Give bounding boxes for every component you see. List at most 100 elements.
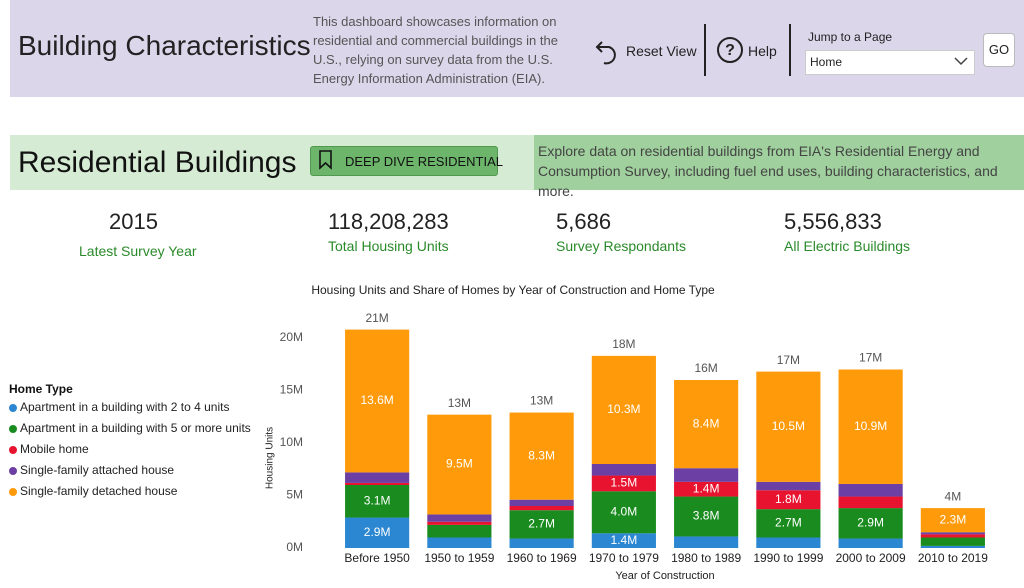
total-label: 21M [365,311,388,325]
bar-segment [427,521,492,525]
go-button[interactable]: GO [983,33,1015,67]
legend-swatch [9,467,17,475]
x-tick-label: 1990 to 1999 [753,551,823,565]
legend-label: Single-family attached house [20,463,174,477]
bar-segment [427,514,492,522]
data-label: 8.3M [528,448,555,462]
bar-segment [345,485,410,518]
bar-segment [674,496,739,537]
x-tick-label: 1950 to 1959 [424,551,494,565]
bar-segment [345,517,410,548]
x-tick-label: Before 1950 [344,551,410,565]
bar-segment [838,508,903,539]
kpi-value: 118,208,283 [328,209,449,234]
y-tick-label: 10M [280,435,303,449]
bar-segment [920,532,985,535]
data-label: 9.5M [446,457,473,471]
page-title: Building Characteristics [18,30,311,61]
x-tick-label: 2000 to 2009 [836,551,906,565]
section-info-band [534,135,1024,190]
bar-segment [674,536,739,548]
data-label: 1.5M [611,476,638,490]
kpi-label: All Electric Buildings [784,238,911,254]
x-tick-label: 1960 to 1969 [507,551,577,565]
kpi-label: Latest Survey Year [79,243,197,259]
data-label: 2.3M [940,512,967,526]
reset-icon[interactable] [594,36,624,66]
bar-segment [920,537,985,546]
data-label: 2.7M [528,517,555,531]
y-tick-label: 20M [280,330,303,344]
chart: Housing Units and Share of Homes by Year… [9,283,988,582]
data-label: 10.3M [607,402,640,416]
bar-segment [756,537,821,548]
data-label: 2.7M [775,515,802,529]
bar-segment [920,508,985,533]
data-label: 4.0M [611,504,638,518]
x-axis-label: Year of Construction [615,570,714,582]
y-axis-label: Housing Units [265,427,276,489]
data-label: 8.4M [693,416,720,430]
bar-segment [509,538,574,548]
bar-segment [345,482,410,485]
bar-segment [345,472,410,483]
help-icon[interactable]: ? [716,36,746,66]
bar-segment [345,329,410,473]
bar-segment [591,491,656,534]
x-tick-label: 1980 to 1989 [671,551,741,565]
bar-segment [509,412,574,500]
legend-label: Apartment in a building with 2 to 4 unit… [20,400,229,414]
bar-segment [674,468,739,482]
chart-title: Housing Units and Share of Homes by Year… [311,283,715,297]
deep-dive-button[interactable] [310,146,498,176]
bar-segment [427,414,492,515]
bar-segment [591,475,656,492]
bar-segment [756,490,821,510]
section-description: Explore data on residential buildings fr… [538,143,998,199]
data-label: 1.4M [693,481,720,495]
y-tick-label: 0M [286,540,303,554]
legend-label: Single-family detached house [20,484,178,498]
bar-segment [509,506,574,511]
bar-segment [756,371,821,482]
x-tick-label: 1970 to 1979 [589,551,659,565]
dropdown-value[interactable]: Home [810,55,843,69]
bar-segment [838,483,903,497]
bar-segment [920,534,985,538]
kpi-value: 5,556,833 [784,209,882,234]
bookmark-icon[interactable] [318,150,334,170]
reset-button[interactable]: Reset View [626,43,697,59]
jump-label: Jump to a Page [808,30,893,44]
data-label: 2.9M [857,515,884,529]
total-label: 18M [612,337,635,351]
bar-segment [838,496,903,509]
bar-segment [920,545,985,548]
bar-segment [509,510,574,539]
y-tick-label: 15M [280,383,303,397]
header-band [10,0,1024,97]
data-label: 10.5M [772,419,805,433]
data-label: 3.8M [693,509,720,523]
legend-title: Home Type [9,382,73,396]
data-label: 13.6M [360,393,393,407]
bar-segment [674,380,739,469]
divider [789,24,791,76]
kpi-value: 5,686 [556,209,612,234]
kpi-value: 2015 [109,209,158,234]
legend-swatch [9,404,17,412]
bar-segment [427,524,492,538]
page-dropdown[interactable] [805,50,975,75]
legend-swatch [9,488,17,496]
bar-segment [427,537,492,548]
bar-segment [674,481,739,497]
dropdown-chevron[interactable] [954,55,968,67]
total-label: 4M [945,489,962,503]
bar-segment [591,533,656,548]
deep-dive-label[interactable]: DEEP DIVE RESIDENTIAL [345,154,503,169]
y-tick-label: 5M [286,488,303,502]
bar-segment [838,369,903,484]
bar-segment [509,499,574,506]
help-button[interactable]: Help [748,43,777,59]
total-label: 17M [859,351,882,365]
